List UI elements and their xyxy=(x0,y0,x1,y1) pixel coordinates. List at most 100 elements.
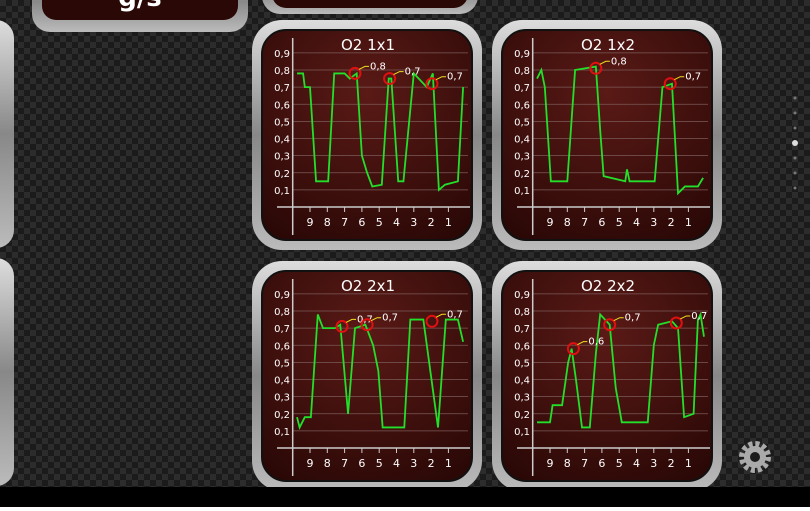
x-tick-label: 7 xyxy=(341,216,348,229)
peak-marker xyxy=(383,72,397,86)
x-tick-label: 1 xyxy=(685,216,692,229)
y-tick-label: 0,3 xyxy=(274,393,290,404)
peak-marker xyxy=(360,318,374,332)
y-tick-label: 0,9 xyxy=(274,290,290,301)
x-tick-label: 2 xyxy=(668,216,675,229)
y-tick-label: 0,3 xyxy=(514,152,530,163)
x-tick-label: 7 xyxy=(581,216,588,229)
x-tick-label: 6 xyxy=(358,457,365,470)
peak-marker xyxy=(603,318,617,332)
x-tick-label: 4 xyxy=(393,457,400,470)
data-line xyxy=(297,71,465,192)
x-tick-label: 6 xyxy=(598,216,605,229)
data-line xyxy=(536,65,704,196)
x-tick-label: 5 xyxy=(376,216,383,229)
y-tick-label: 0,8 xyxy=(274,307,290,318)
dot xyxy=(793,111,797,115)
x-tick-label: 6 xyxy=(358,216,365,229)
gauge-face xyxy=(261,270,473,482)
widget-face xyxy=(42,0,238,20)
y-tick-label: 0,6 xyxy=(514,341,530,352)
page-indicator xyxy=(792,96,798,190)
y-tick-label: 0,7 xyxy=(274,83,290,94)
y-tick-label: 0,2 xyxy=(274,169,290,180)
y-tick-label: 0,9 xyxy=(514,49,530,60)
y-tick-label: 0,1 xyxy=(274,427,290,438)
dot xyxy=(793,156,797,160)
x-tick-label: 3 xyxy=(410,457,417,470)
y-tick-label: 0,6 xyxy=(274,341,290,352)
x-tick-label: 2 xyxy=(428,216,435,229)
y-tick-label: 0,6 xyxy=(274,100,290,111)
y-tick-label: 0,8 xyxy=(514,307,530,318)
gauge-chart: O2 1x1 0,1 0,2 0,3 0,4 0,5 0,6 0,7 0,8 0,9 9 8 7 6 5 4 3… xyxy=(252,20,482,250)
marker-label: 0,7 xyxy=(691,311,707,322)
peak-marker xyxy=(335,319,349,333)
dot xyxy=(793,171,797,175)
x-tick-label: 4 xyxy=(633,216,640,229)
x-tick-label: 3 xyxy=(650,457,657,470)
y-tick-label: 0,5 xyxy=(514,358,530,369)
nav-bar xyxy=(0,487,810,507)
y-tick-label: 0,9 xyxy=(274,49,290,60)
y-tick-label: 0,2 xyxy=(274,410,290,421)
x-tick-label: 4 xyxy=(393,216,400,229)
marker-leader xyxy=(613,317,624,322)
marker-label: 0,7 xyxy=(685,72,701,83)
x-tick-label: 3 xyxy=(650,216,657,229)
widget-face xyxy=(273,0,467,8)
x-tick-label: 5 xyxy=(616,216,623,229)
x-tick-label: 9 xyxy=(547,216,554,229)
peak-marker xyxy=(663,77,677,91)
y-tick-label: 0,1 xyxy=(274,186,290,197)
marker-label: 0,7 xyxy=(447,72,463,83)
chart-title: O2 2x2 xyxy=(581,277,635,295)
chart-title: O2 1x2 xyxy=(581,36,635,54)
x-tick-label: 9 xyxy=(307,216,314,229)
x-tick-label: 8 xyxy=(324,216,331,229)
y-tick-label: 0,7 xyxy=(274,324,290,335)
peak-marker xyxy=(425,314,439,328)
widget-bezel xyxy=(0,20,14,248)
y-tick-label: 0,7 xyxy=(514,324,530,335)
chart-title: O2 1x1 xyxy=(341,36,395,54)
data-line xyxy=(537,311,705,429)
y-tick-label: 0,4 xyxy=(514,376,530,387)
x-tick-label: 3 xyxy=(410,216,417,229)
y-tick-label: 0,1 xyxy=(514,427,530,438)
y-tick-label: 0,8 xyxy=(514,66,530,77)
y-tick-label: 0,5 xyxy=(274,117,290,128)
marker-leader xyxy=(435,313,446,318)
x-tick-label: 6 xyxy=(598,457,605,470)
peak-marker xyxy=(566,342,580,356)
y-tick-label: 0,2 xyxy=(514,169,530,180)
x-tick-label: 7 xyxy=(581,457,588,470)
marker-leader xyxy=(345,318,357,323)
y-tick-label: 0,5 xyxy=(274,358,290,369)
marker-leader xyxy=(599,60,610,65)
data-line xyxy=(296,314,464,431)
gauge-face xyxy=(261,29,473,241)
y-tick-label: 0,9 xyxy=(514,290,530,301)
peak-marker xyxy=(348,66,362,80)
marker-leader xyxy=(680,315,691,320)
widget-bezel xyxy=(0,258,14,486)
marker-leader xyxy=(358,65,369,70)
x-tick-label: 2 xyxy=(668,457,675,470)
x-tick-label: 4 xyxy=(633,457,640,470)
x-tick-label: 8 xyxy=(324,457,331,470)
y-tick-label: 0,3 xyxy=(274,152,290,163)
dot xyxy=(793,126,797,130)
gauge-chart: O2 1x2 0,1 0,2 0,3 0,4 0,5 0,6 0,7 0,8 0,9 9 8 7 6 5 4 3… xyxy=(492,20,722,250)
marker-label: 0,7 xyxy=(447,309,463,320)
x-tick-label: 7 xyxy=(341,457,348,470)
x-tick-label: 9 xyxy=(547,457,554,470)
y-tick-label: 0,4 xyxy=(274,135,290,146)
settings-button[interactable] xyxy=(739,441,771,473)
dot-active xyxy=(792,140,798,146)
x-tick-label: 2 xyxy=(428,457,435,470)
y-tick-label: 0,8 xyxy=(274,66,290,77)
dot xyxy=(793,96,797,100)
